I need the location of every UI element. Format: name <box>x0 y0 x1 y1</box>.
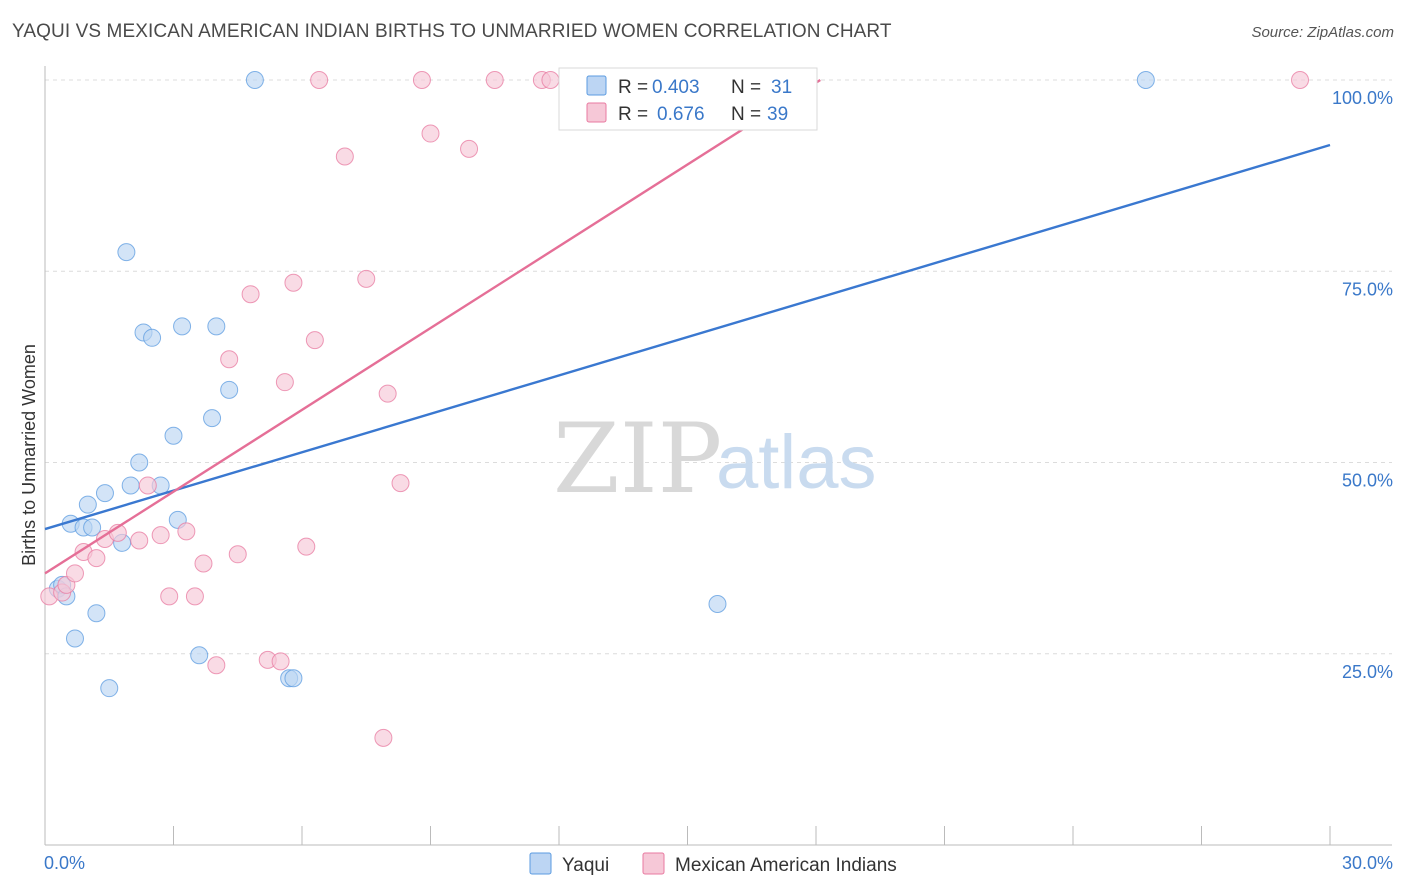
legend-swatch-yaqui <box>529 852 552 875</box>
point-mexican-american-indians-23 <box>297 537 316 556</box>
point-yaqui-20 <box>173 317 192 336</box>
point-mexican-american-indians-26 <box>335 147 354 166</box>
point-mexican-american-indians-38 <box>1291 71 1310 89</box>
point-mexican-american-indians-10 <box>151 526 170 545</box>
y-tick-label-100: 100.0% <box>1332 88 1393 108</box>
point-mexican-american-indians-5 <box>87 549 106 568</box>
legend-swatch-mexican-american-indians <box>642 852 665 875</box>
stats-swatch-yaqui <box>586 75 607 96</box>
stats-r-label-mai: R = <box>618 104 648 125</box>
point-mexican-american-indians-13 <box>185 587 204 606</box>
point-mexican-american-indians-29 <box>378 384 397 403</box>
stats-n-value-mai: 39 <box>767 104 788 125</box>
point-yaqui-10 <box>100 679 119 698</box>
trend-line-yaqui <box>44 143 1331 531</box>
tick-labels: 25.0% 50.0% 75.0% 100.0% 0.0% 30.0% <box>44 88 1393 873</box>
point-yaqui-4 <box>65 629 84 648</box>
point-mexican-american-indians-16 <box>220 350 239 369</box>
y-tick-label-50: 50.0% <box>1342 471 1393 491</box>
point-yaqui-28 <box>708 595 727 614</box>
point-mexican-american-indians-18 <box>241 285 260 304</box>
point-yaqui-22 <box>203 409 222 428</box>
trend-lines <box>44 78 1331 575</box>
stats-n-value-yaqui: 31 <box>771 77 792 98</box>
point-mexican-american-indians-11 <box>160 587 179 606</box>
source-credit: Source: ZipAtlas.com <box>1251 24 1394 41</box>
point-mexican-american-indians-14 <box>194 554 213 573</box>
point-mexican-american-indians-22 <box>284 273 303 292</box>
point-mexican-american-indians-9 <box>138 476 157 495</box>
stats-legend: R = 0.403 N = 31 R = 0.676 N = 39 <box>558 67 818 131</box>
point-yaqui-14 <box>130 453 149 472</box>
point-yaqui-9 <box>95 484 114 503</box>
stats-r-value-mai: 0.676 <box>657 104 705 125</box>
point-mexican-american-indians-12 <box>177 522 196 541</box>
point-yaqui-27 <box>284 669 303 688</box>
point-mexican-american-indians-20 <box>271 652 290 671</box>
watermark-atlas: atlas <box>716 420 877 505</box>
point-mexican-american-indians-33 <box>460 139 479 158</box>
point-yaqui-12 <box>117 243 136 262</box>
point-mexican-american-indians-17 <box>228 545 247 564</box>
series-legend: Yaqui Mexican American Indians <box>529 852 897 876</box>
point-yaqui-24 <box>220 380 239 399</box>
point-mexican-american-indians-24 <box>305 331 324 350</box>
stats-swatch-mexican-american-indians <box>586 102 607 123</box>
x-tick-label-min: 0.0% <box>44 853 85 873</box>
axes <box>44 66 1392 846</box>
stats-r-value-yaqui: 0.403 <box>652 77 700 98</box>
point-mexican-american-indians-32 <box>421 124 440 143</box>
point-mexican-american-indians-31 <box>412 71 431 89</box>
point-yaqui-23 <box>207 317 226 336</box>
data-points <box>40 71 1310 747</box>
point-mexican-american-indians-28 <box>374 728 393 747</box>
point-yaqui-16 <box>143 328 162 347</box>
point-yaqui-6 <box>78 495 97 514</box>
legend-label-mexican-american-indians: Mexican American Indians <box>675 855 897 876</box>
point-yaqui-29 <box>1136 71 1155 89</box>
y-tick-label-75: 75.0% <box>1342 279 1393 299</box>
y-tick-label-25: 25.0% <box>1342 662 1393 682</box>
stats-n-label-yaqui: N = <box>731 77 761 98</box>
chart-title: YAQUI VS MEXICAN AMERICAN INDIAN BIRTHS … <box>12 21 892 42</box>
stats-n-label-mai: N = <box>731 104 761 125</box>
point-mexican-american-indians-34 <box>485 71 504 89</box>
gridlines <box>45 79 1392 655</box>
watermark-zip: ZIP <box>553 403 722 515</box>
point-yaqui-21 <box>190 646 209 665</box>
point-mexican-american-indians-30 <box>391 474 410 493</box>
stats-r-label-yaqui: R = <box>618 77 648 98</box>
point-mexican-american-indians-27 <box>357 269 376 288</box>
x-tick-label-max: 30.0% <box>1342 853 1393 873</box>
point-yaqui-18 <box>164 426 183 445</box>
trend-line-mexican-american-indians <box>44 78 821 575</box>
watermark: ZIP atlas <box>553 403 877 515</box>
point-yaqui-13 <box>121 476 140 495</box>
point-yaqui-7 <box>83 518 102 537</box>
point-mexican-american-indians-15 <box>207 656 226 675</box>
point-mexican-american-indians-3 <box>65 564 84 583</box>
y-axis-title: Births to Unmarried Women <box>19 344 39 566</box>
legend-label-yaqui: Yaqui <box>562 855 609 876</box>
point-yaqui-8 <box>87 604 106 623</box>
point-mexican-american-indians-25 <box>310 71 329 89</box>
point-mexican-american-indians-36 <box>541 71 560 89</box>
point-yaqui-25 <box>245 71 264 89</box>
point-mexican-american-indians-8 <box>130 531 149 550</box>
point-mexican-american-indians-21 <box>275 373 294 392</box>
